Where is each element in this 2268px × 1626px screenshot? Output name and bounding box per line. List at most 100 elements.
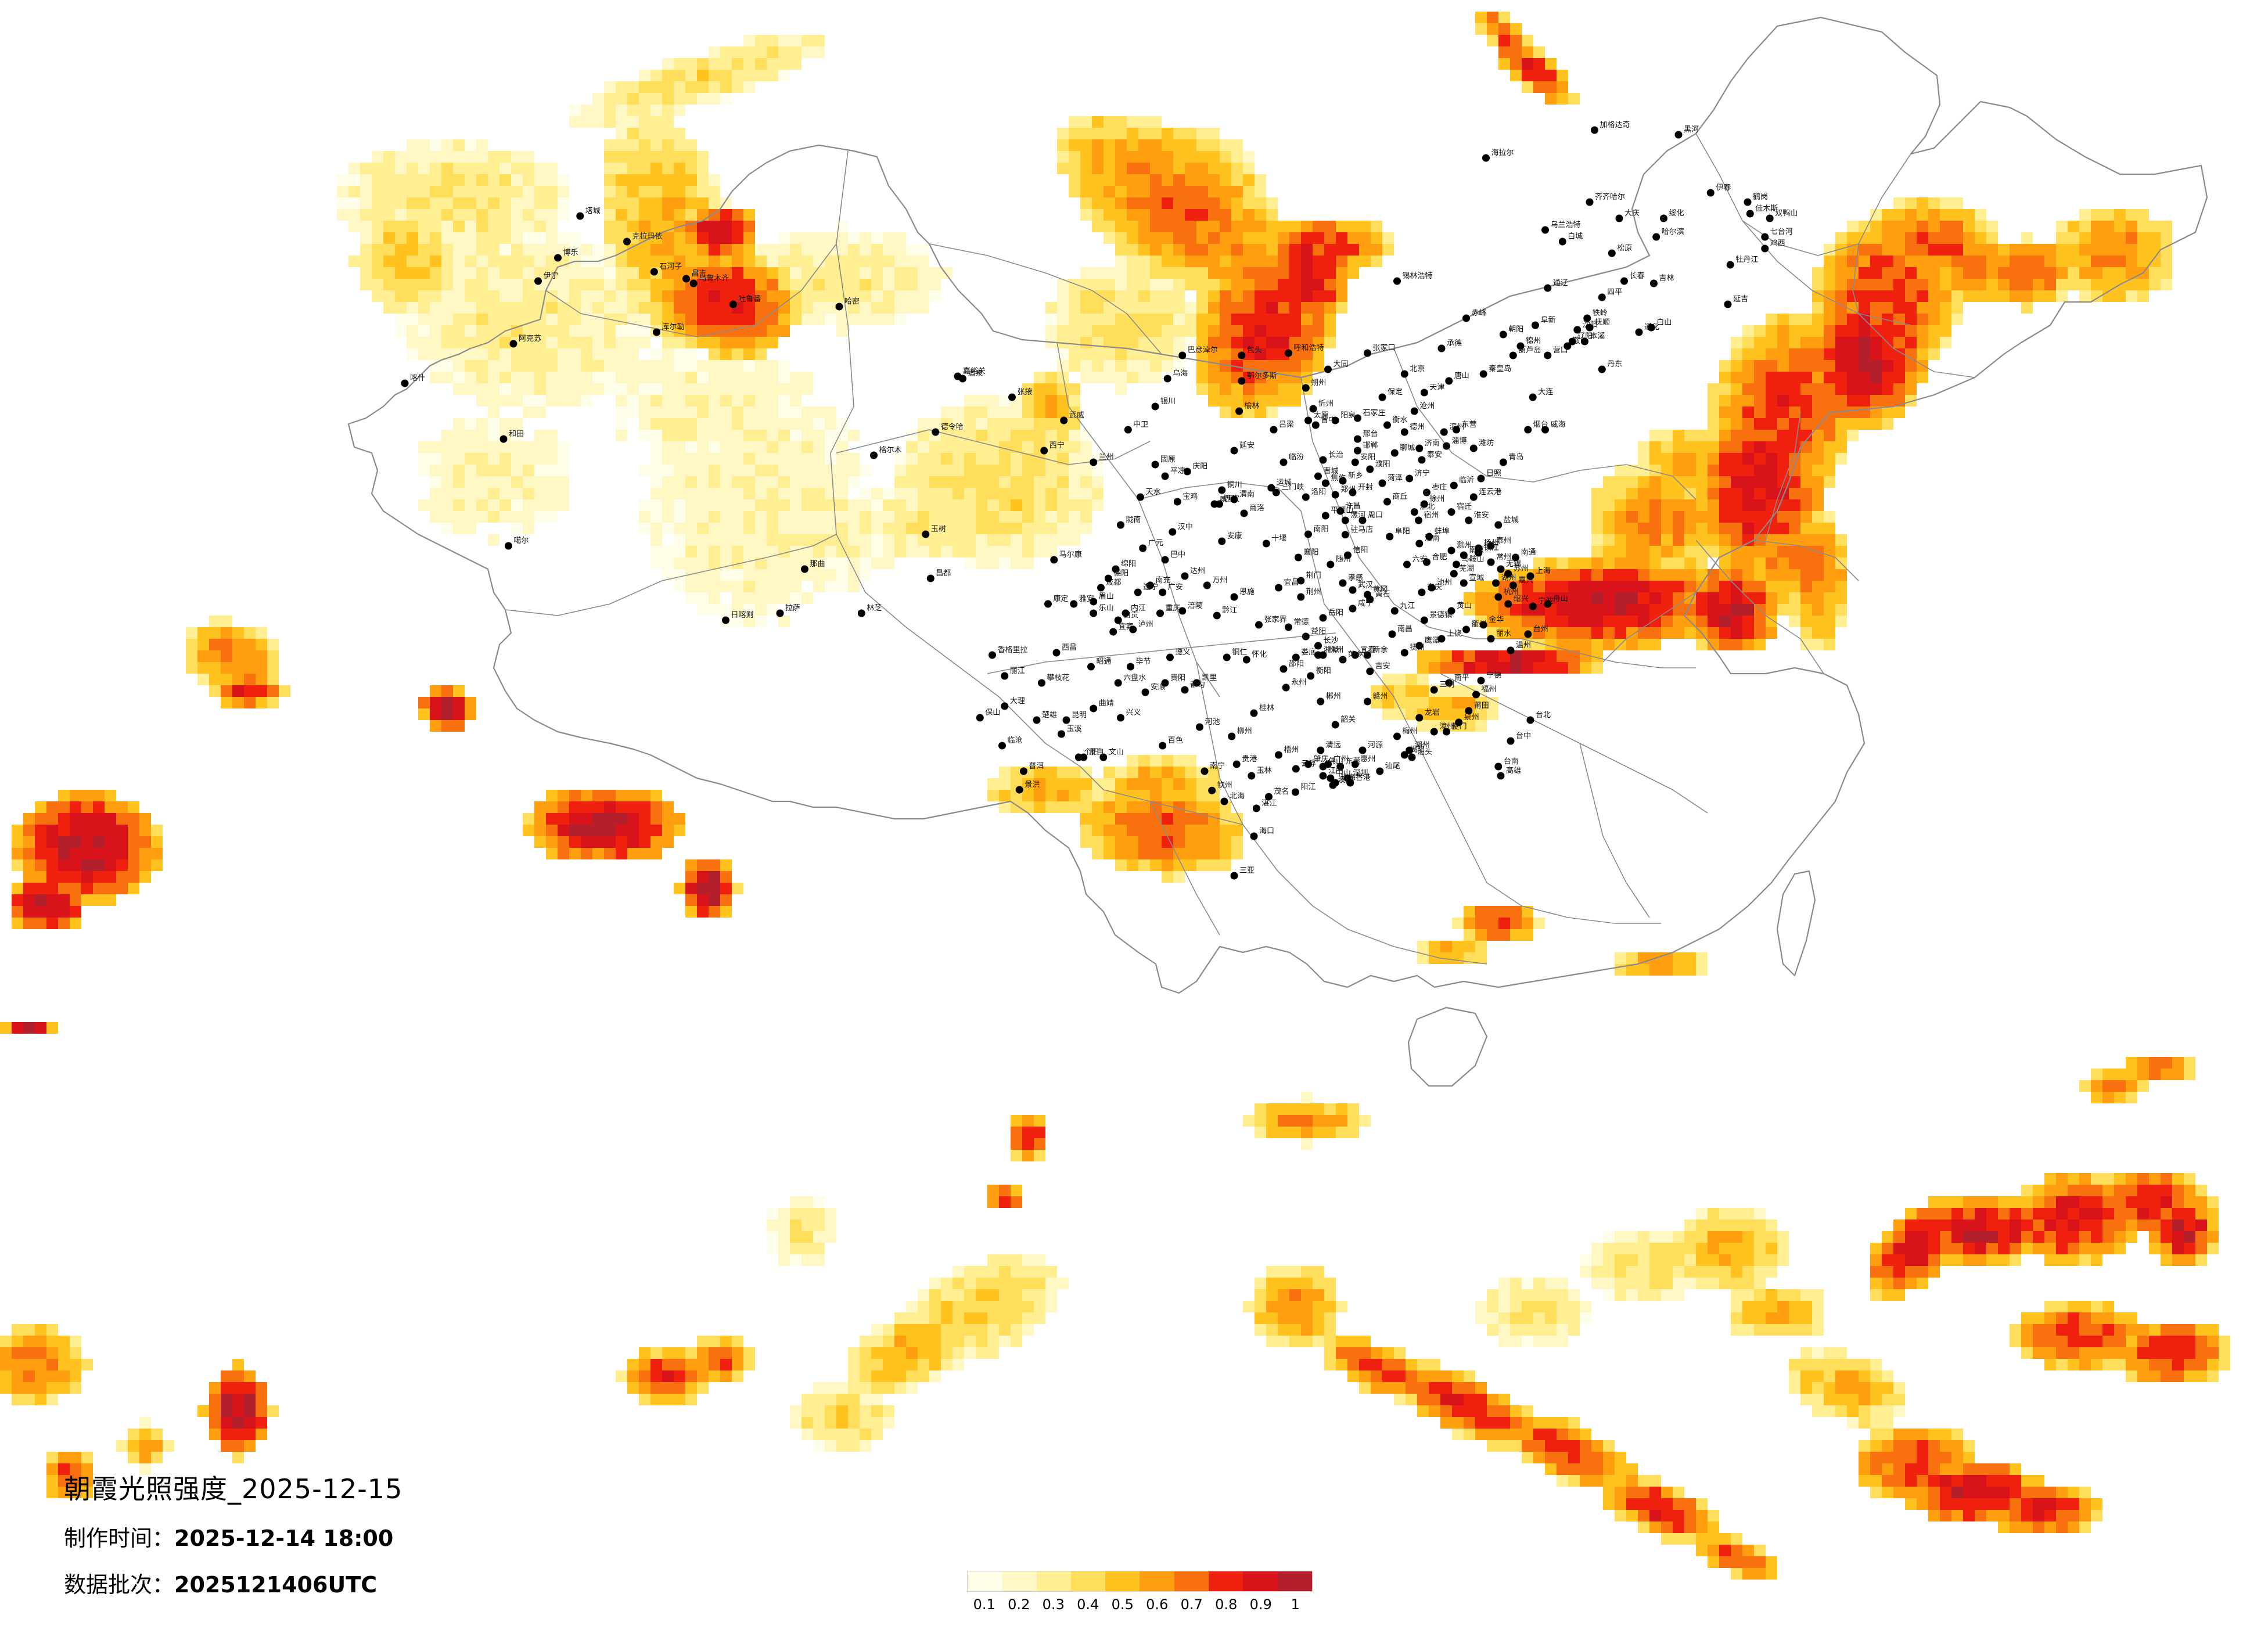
heat-cell <box>1104 813 1115 825</box>
heat-cell <box>848 1382 860 1394</box>
heat-cell <box>1708 418 1719 430</box>
heat-cell <box>1464 662 1475 674</box>
heat-cell <box>871 557 883 569</box>
heat-cell <box>953 476 964 488</box>
heat-cell <box>1557 1440 1568 1452</box>
heat-cell <box>1893 372 1905 383</box>
heat-cell <box>999 476 1011 488</box>
heat-cell <box>1626 511 1638 523</box>
heat-cell <box>1104 825 1115 836</box>
heat-cell <box>1115 128 1127 139</box>
heat-cell <box>1754 627 1766 639</box>
heat-cell <box>46 1336 58 1347</box>
heat-cell <box>2033 1521 2044 1533</box>
heat-cell <box>767 1231 778 1243</box>
heat-cell <box>1475 604 1487 616</box>
heat-cell <box>1812 465 1824 476</box>
heat-cell <box>534 163 546 174</box>
heat-cell <box>709 197 720 209</box>
heat-cell <box>1859 348 1870 360</box>
heat-cell <box>1742 337 1754 348</box>
heat-cell <box>1986 1463 1998 1475</box>
heat-cell <box>2149 1069 2161 1080</box>
heat-cell <box>35 836 46 848</box>
heat-cell <box>697 1347 709 1359</box>
city-name: 中卫 <box>1133 420 1148 429</box>
heat-cell <box>1336 267 1347 279</box>
heat-cell <box>1777 325 1789 337</box>
heat-cell <box>813 406 825 418</box>
heat-cell <box>1754 569 1766 581</box>
heat-cell <box>674 418 685 430</box>
heat-cell <box>1951 1220 1963 1231</box>
heat-cell <box>81 813 93 825</box>
heat-cell <box>755 290 767 302</box>
heat-cell <box>499 395 511 406</box>
heat-cell <box>1673 616 1684 627</box>
heat-cell <box>825 1429 836 1440</box>
heat-cell <box>441 720 453 732</box>
heat-cell <box>1940 1475 1951 1487</box>
heat-cell <box>488 511 499 523</box>
heat-cell <box>2091 290 2102 302</box>
heat-cell <box>1812 534 1824 546</box>
heat-cell <box>1557 1289 1568 1301</box>
heat-cell <box>1069 511 1080 523</box>
heat-cell <box>1754 1266 1766 1278</box>
heat-cell <box>1080 290 1092 302</box>
heat-cell <box>2172 1173 2184 1185</box>
heat-cell <box>592 790 604 801</box>
heat-cell <box>1615 1278 1626 1289</box>
heat-cell <box>1766 592 1777 604</box>
heat-cell <box>1708 1208 1719 1220</box>
heat-cell <box>1591 662 1603 674</box>
heat-cell <box>581 116 592 128</box>
heat-cell <box>511 465 523 476</box>
heat-cell <box>685 302 697 314</box>
heat-cell <box>1138 778 1150 790</box>
heat-cell <box>1301 1336 1313 1347</box>
heat-cell <box>2079 1510 2091 1521</box>
heat-cell <box>453 499 465 511</box>
heat-cell <box>1138 290 1150 302</box>
heat-cell <box>2091 1359 2102 1370</box>
heat-cell <box>685 244 697 256</box>
heat-cell <box>732 314 743 325</box>
heat-cell <box>488 395 499 406</box>
heat-cell <box>662 383 674 395</box>
heat-cell <box>1173 290 1185 302</box>
heat-cell <box>1882 1254 1893 1266</box>
heat-cell <box>2149 1173 2161 1185</box>
heat-cell <box>1185 813 1196 825</box>
heat-cell <box>743 476 755 488</box>
heat-cell <box>709 395 720 406</box>
heat-cell <box>418 174 430 186</box>
heat-cell <box>836 557 848 569</box>
heat-cell <box>1766 360 1777 372</box>
heat-cell <box>1580 1312 1591 1324</box>
heat-cell <box>894 465 906 476</box>
heat-cell <box>1266 325 1278 337</box>
heat-cell <box>1812 581 1824 592</box>
heat-cell <box>650 1382 662 1394</box>
heat-cell <box>2033 1324 2044 1336</box>
heat-cell <box>523 441 534 453</box>
heat-cell <box>1684 1498 1696 1510</box>
heat-cell <box>1301 302 1313 314</box>
heat-cell <box>767 267 778 279</box>
heat-cell <box>1266 232 1278 244</box>
heat-cell <box>1498 58 1510 70</box>
heat-cell <box>360 197 372 209</box>
heat-cell <box>987 418 999 430</box>
heat-cell <box>93 836 105 848</box>
heat-cell <box>1812 1359 1824 1370</box>
heat-cell <box>1313 337 1324 348</box>
heat-cell <box>1301 325 1313 337</box>
heat-cell <box>360 232 372 244</box>
heat-cell <box>546 186 558 197</box>
heat-cell <box>1220 197 1231 209</box>
heat-cell <box>1057 511 1069 523</box>
heat-cell <box>2021 279 2033 290</box>
heat-cell <box>1045 511 1057 523</box>
heat-cell <box>1115 836 1127 848</box>
